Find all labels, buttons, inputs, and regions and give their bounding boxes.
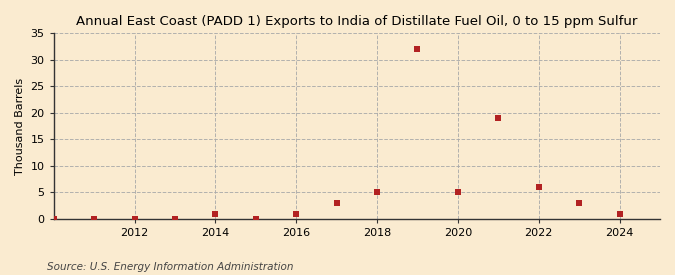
Point [372, 190, 383, 195]
Point [210, 211, 221, 216]
Point [574, 201, 585, 205]
Point [169, 217, 180, 221]
Point [614, 211, 625, 216]
Point [493, 116, 504, 120]
Point [129, 217, 140, 221]
Text: Source: U.S. Energy Information Administration: Source: U.S. Energy Information Administ… [47, 262, 294, 272]
Point [291, 211, 302, 216]
Point [49, 217, 59, 221]
Y-axis label: Thousand Barrels: Thousand Barrels [15, 78, 25, 175]
Point [250, 217, 261, 221]
Point [533, 185, 544, 189]
Point [331, 201, 342, 205]
Title: Annual East Coast (PADD 1) Exports to India of Distillate Fuel Oil, 0 to 15 ppm : Annual East Coast (PADD 1) Exports to In… [76, 15, 638, 28]
Point [88, 217, 99, 221]
Point [412, 47, 423, 51]
Point [452, 190, 463, 195]
